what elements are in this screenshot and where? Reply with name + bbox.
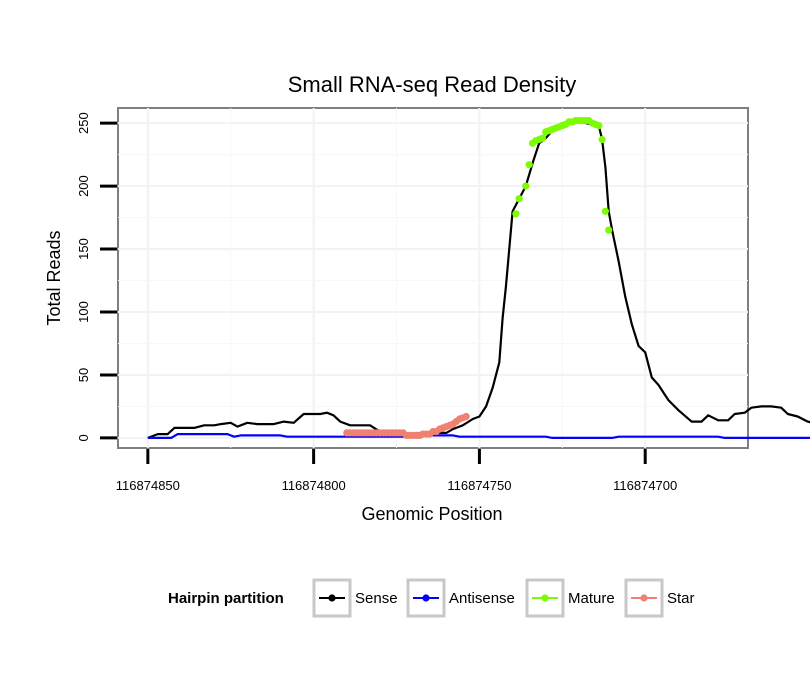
data-point-mature bbox=[525, 161, 533, 169]
x-axis-ticks: 116874850 116874800 116874750 116874700 bbox=[116, 449, 677, 493]
series-layer bbox=[147, 117, 810, 439]
chart-title: Small RNA-seq Read Density bbox=[288, 72, 577, 97]
y-tick-label: 100 bbox=[76, 301, 91, 323]
legend-label-antisense: Antisense bbox=[449, 590, 515, 607]
data-point-mature bbox=[595, 122, 603, 130]
data-point-mature bbox=[538, 134, 547, 142]
y-tick-label: 150 bbox=[76, 238, 91, 260]
plot-area bbox=[117, 107, 749, 449]
legend-key-dot bbox=[640, 594, 648, 602]
x-tick-label: 116874850 bbox=[116, 478, 180, 493]
data-point-mature bbox=[515, 195, 523, 203]
y-axis-ticks: 0 50 100 150 200 250 bbox=[76, 112, 117, 442]
y-tick-label: 0 bbox=[76, 434, 91, 441]
legend-label-mature: Mature bbox=[568, 590, 615, 607]
legend-key-dot bbox=[541, 594, 549, 602]
y-tick-label: 250 bbox=[76, 112, 91, 134]
data-point-mature bbox=[512, 210, 520, 218]
x-axis-title: Genomic Position bbox=[361, 504, 502, 524]
legend: Hairpin partition Sense Antisense Mature St… bbox=[168, 578, 695, 618]
x-tick-label: 116874700 bbox=[613, 478, 677, 493]
legend-title: Hairpin partition bbox=[168, 590, 284, 607]
data-point-star bbox=[462, 412, 470, 421]
grid-major bbox=[118, 108, 748, 448]
y-tick-label: 50 bbox=[76, 368, 91, 382]
data-point-mature bbox=[605, 226, 613, 234]
y-axis-title: Total Reads bbox=[44, 230, 64, 325]
x-tick-label: 116874750 bbox=[447, 478, 511, 493]
x-tick-label: 116874800 bbox=[282, 478, 346, 493]
data-point-mature bbox=[598, 135, 606, 144]
data-point-mature bbox=[601, 207, 610, 215]
legend-key-dot bbox=[328, 594, 336, 602]
legend-key-dot bbox=[422, 594, 430, 602]
y-tick-label: 200 bbox=[76, 175, 91, 197]
grid-minor bbox=[118, 108, 748, 448]
legend-label-sense: Sense bbox=[355, 590, 398, 607]
legend-label-star: Star bbox=[667, 590, 695, 607]
series-line-antisense bbox=[147, 433, 810, 439]
data-point-mature bbox=[522, 182, 530, 190]
